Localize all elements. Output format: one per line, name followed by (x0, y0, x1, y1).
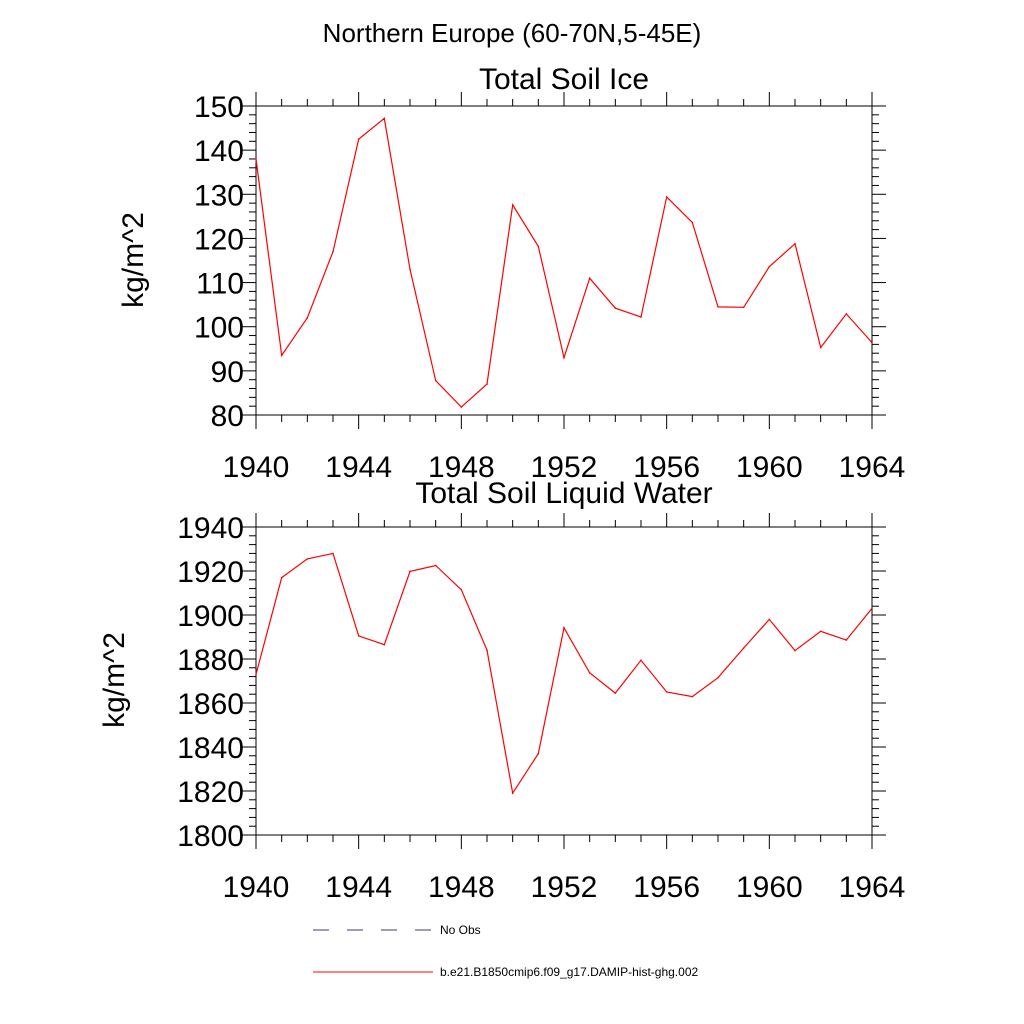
x-tick-label: 1948 (428, 871, 495, 904)
data-point (871, 341, 873, 344)
y-tick-label: 1820 (177, 776, 244, 809)
data-point (486, 649, 488, 651)
data-point (768, 265, 771, 268)
x-tick-label: 1960 (736, 871, 803, 904)
series-line (255, 552, 873, 795)
x-tick-label: 1944 (325, 451, 392, 484)
y-tick-label: 1860 (177, 688, 244, 721)
x-tick-label: 1948 (428, 451, 495, 484)
data-point (742, 306, 745, 309)
data-point (665, 691, 668, 693)
panel-soil-liquid-axes: 1940 1944 1948 1952 1956 1960 1964 1800 1820 1840… (177, 512, 905, 904)
y-tick-label: 1940 (177, 512, 244, 545)
data-point (409, 570, 411, 573)
data-point (742, 647, 745, 649)
data-point (717, 676, 719, 679)
y-tick-label: 1880 (177, 644, 244, 677)
y-tick-label: 1840 (177, 732, 244, 765)
data-point (332, 250, 334, 253)
x-tick-label: 1940 (223, 871, 290, 904)
legend: No Obs b.e21.B1850cmip6.f09_g17.DAMIP-hi… (313, 923, 698, 979)
panel-soil-ice-plot-area (255, 117, 873, 408)
y-tick-label: 1900 (177, 600, 244, 633)
y-tick-label: 150 (194, 91, 244, 124)
x-tick-label: 1960 (736, 451, 803, 484)
data-point (511, 792, 514, 794)
y-tick-label: 1920 (177, 556, 244, 589)
x-tick-label: 1952 (531, 451, 598, 484)
data-point (383, 643, 386, 646)
data-point (768, 618, 771, 621)
y-tick-label: 90 (211, 356, 244, 389)
data-point (794, 242, 796, 245)
x-tick-label: 1956 (633, 871, 700, 904)
figure-title: Northern Europe (60-70N,5-45E) (323, 18, 702, 48)
panel-soil-ice-ylabel: kg/m^2 (117, 212, 150, 308)
x-tick-label: 1956 (633, 451, 700, 484)
data-point (460, 406, 463, 408)
data-point (640, 659, 642, 662)
x-tick-label: 1940 (223, 451, 290, 484)
data-point (486, 383, 488, 385)
panel-soil-liquid-ylabel: kg/m^2 (98, 632, 131, 728)
data-point (691, 695, 694, 698)
data-point (614, 692, 617, 694)
data-point (717, 306, 719, 308)
data-point (588, 277, 591, 279)
series-line (255, 117, 873, 408)
y-tick-label: 130 (194, 179, 244, 212)
data-point (537, 752, 540, 755)
plot-frame (255, 526, 873, 836)
data-point (563, 356, 565, 359)
panel-soil-ice-axes: 1940 1944 1948 1952 1956 1960 1964 80 90 100 110 12… (194, 91, 905, 484)
y-tick-label: 120 (194, 223, 244, 256)
data-point (409, 268, 411, 271)
data-point (383, 117, 386, 120)
data-point (845, 639, 848, 641)
plot-frame (255, 105, 873, 416)
data-point (460, 588, 463, 591)
data-point (819, 630, 822, 633)
x-tick-label: 1944 (325, 871, 392, 904)
data-point (306, 317, 309, 319)
data-point (845, 313, 848, 315)
panel-soil-ice-title: Total Soil Ice (479, 63, 649, 96)
data-point (640, 316, 642, 318)
data-point (306, 558, 309, 560)
data-point (357, 635, 360, 637)
data-point (280, 354, 283, 357)
legend-model-label: b.e21.B1850cmip6.f09_g17.DAMIP-hist-ghg.… (440, 965, 698, 979)
panel-soil-liquid: Total Soil Liquid Water kg/m^2 1940 1944 1… (98, 477, 905, 904)
y-tick-label: 110 (196, 268, 244, 301)
x-tick-label: 1964 (839, 871, 906, 904)
panel-soil-liquid-plot-area (255, 552, 873, 795)
data-point (588, 672, 591, 674)
data-point (332, 552, 334, 555)
data-point (255, 673, 257, 676)
panel-soil-ice: Total Soil Ice kg/m^2 1940 1944 1948 1952 19… (117, 63, 905, 484)
y-tick-label: 100 (194, 312, 244, 345)
data-point (255, 158, 257, 160)
legend-no-obs-label: No Obs (440, 923, 481, 937)
data-point (280, 576, 283, 579)
x-tick-label: 1964 (839, 451, 906, 484)
data-point (665, 196, 668, 198)
y-tick-label: 80 (211, 400, 244, 433)
y-tick-label: 1800 (177, 820, 244, 853)
data-point (794, 649, 796, 652)
data-point (434, 564, 437, 567)
data-point (691, 221, 694, 224)
data-point (511, 204, 514, 206)
panel-soil-liquid-title: Total Soil Liquid Water (415, 477, 712, 510)
y-tick-label: 140 (194, 135, 244, 168)
data-point (537, 245, 540, 248)
x-tick-label: 1952 (531, 871, 598, 904)
data-point (819, 346, 822, 349)
data-point (434, 379, 437, 382)
data-point (563, 626, 565, 629)
data-point (357, 138, 360, 140)
data-point (871, 607, 873, 610)
data-point (614, 307, 617, 309)
